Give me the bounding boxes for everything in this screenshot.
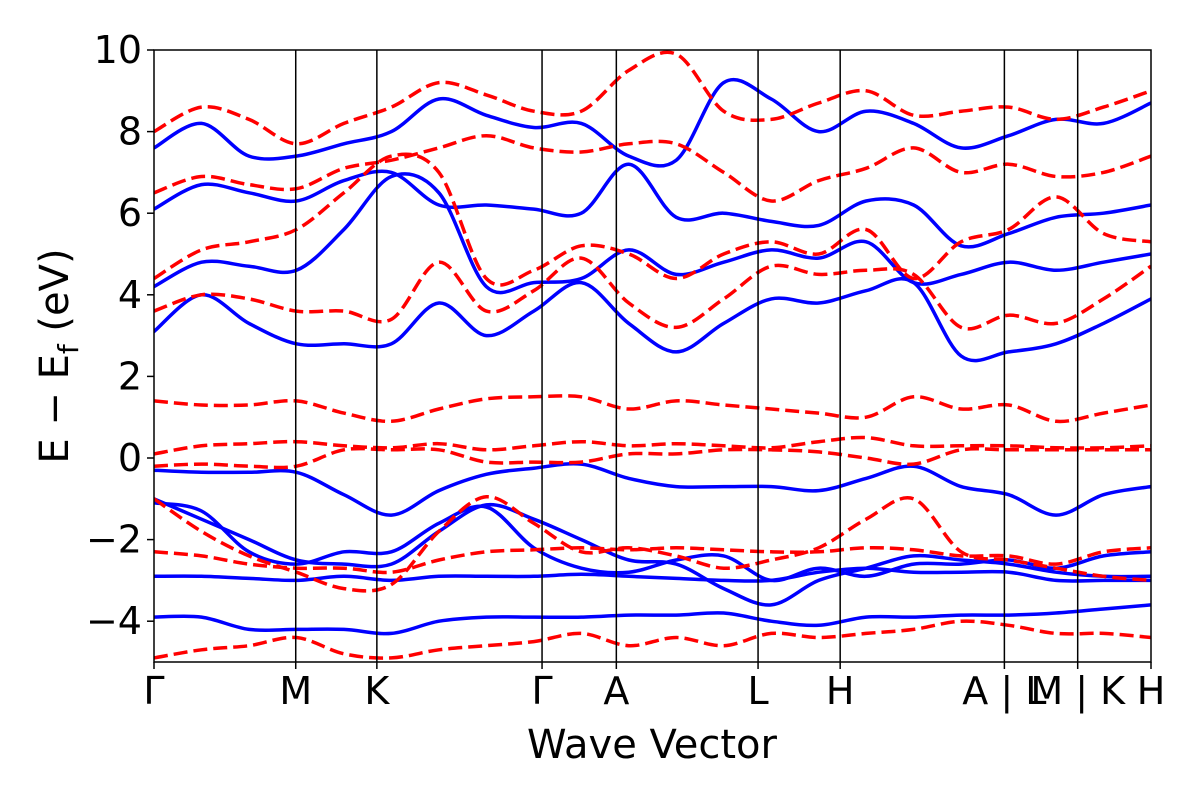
spin-down-band-6 <box>154 394 1151 424</box>
spin-up-band-9 <box>154 77 1151 168</box>
x-tick-label-5: A <box>603 669 629 713</box>
x-tick-label-7: H <box>826 669 855 713</box>
y-tick-label-1: −4 <box>86 599 142 643</box>
x-tick-label-3: K <box>364 669 390 713</box>
spin-up-band-2 <box>154 566 1151 583</box>
x-tick-label-1: Γ <box>143 669 164 713</box>
y-axis-title: E − Ef (eV) <box>32 248 85 463</box>
x-tick-label-10: H <box>1137 669 1166 713</box>
y-axis-title-main: E − E <box>32 354 78 464</box>
bands-layer <box>154 50 1151 660</box>
y-axis-ticks: −4 −2 0 2 4 6 8 10 <box>86 28 154 643</box>
spin-up-band-1 <box>154 603 1151 636</box>
y-tick-label-5: 4 <box>118 273 142 317</box>
spin-down-band-8 <box>154 152 1151 287</box>
y-tick-label-6: 6 <box>118 191 142 235</box>
x-tick-label-2: M <box>279 669 312 713</box>
spin-up-band-6 <box>154 277 1151 363</box>
spin-up-band-4 <box>154 497 1151 607</box>
spin-down-band-5 <box>154 435 1151 456</box>
x-tick-label-6: L <box>747 669 768 713</box>
y-tick-label-2: −2 <box>86 518 142 562</box>
spin-down-band-2 <box>154 545 1151 575</box>
y-tick-label-4: 2 <box>118 354 142 398</box>
spin-down-band-4 <box>154 446 1151 470</box>
y-axis-title-subscript: f <box>52 343 85 354</box>
plot-frame <box>153 49 1152 663</box>
spin-up-band-8 <box>154 162 1151 249</box>
y-axis-title-unit: (eV) <box>32 248 78 344</box>
x-tick-label-9: M | K <box>1030 669 1126 714</box>
spin-up-band-5 <box>154 461 1151 517</box>
spin-down-band-3 <box>154 495 1151 593</box>
x-axis-title: Wave Vector <box>527 722 778 768</box>
spin-up-band-7 <box>154 172 1151 295</box>
spin-down-band-1 <box>154 619 1151 660</box>
y-tick-label-7: 8 <box>118 110 142 154</box>
high-symmetry-lines <box>294 50 1079 662</box>
spin-down-band-7 <box>154 256 1151 331</box>
y-tick-label-3: 0 <box>118 436 142 480</box>
spin-down-band-10 <box>154 50 1151 146</box>
plot-area <box>154 50 1151 662</box>
x-tick-label-8: A | L <box>962 669 1046 714</box>
x-tick-label-4: Γ <box>531 669 552 713</box>
y-tick-label-8: 10 <box>94 28 142 72</box>
spin-down-band-9 <box>154 133 1151 203</box>
